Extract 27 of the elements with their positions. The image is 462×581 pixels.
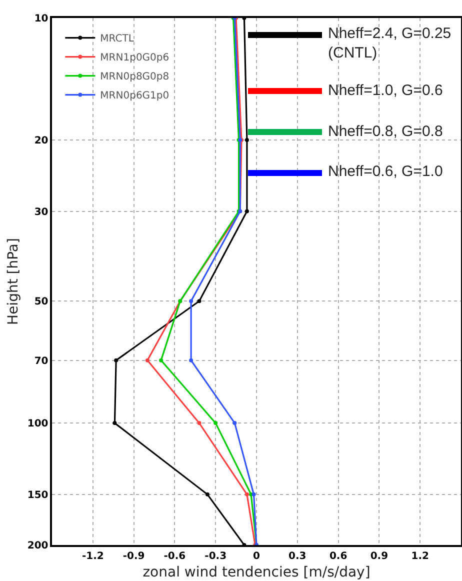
y-tick-label: 150 xyxy=(27,490,48,501)
annotation: Nheff=0.6, G=1.0 xyxy=(328,163,443,180)
x-tick-label: -0.3 xyxy=(204,550,227,562)
annotation: Nheff=1.0, G=0.6 xyxy=(328,82,443,99)
y-tick-label: 200 xyxy=(27,540,48,552)
y-tick-label: 10 xyxy=(34,14,48,24)
legend-label: MRN0p6G1p0 xyxy=(100,90,170,102)
x-tick-label: -0.9 xyxy=(122,550,145,562)
x-axis-title: zonal wind tendencies [m/s/day] xyxy=(142,564,370,581)
x-tick-label: -1.2 xyxy=(82,550,104,562)
y-tick-label: 50 xyxy=(34,296,48,308)
legend-label: MRCTL xyxy=(100,34,134,45)
y-tick-label: 100 xyxy=(27,418,48,430)
x-tick-label: 0 xyxy=(253,550,260,562)
y-tick-label: 70 xyxy=(34,356,48,367)
legend-label: MRN1p0G0p6 xyxy=(100,52,170,64)
y-axis-title: Height [hPa] xyxy=(5,238,22,325)
x-tick-label: -0.6 xyxy=(164,550,186,562)
x-tick-label: 0.6 xyxy=(329,550,348,562)
y-tick-label: 20 xyxy=(34,135,48,146)
x-tick-label: 0.3 xyxy=(288,550,306,562)
legend-label: MRN0p8G0p8 xyxy=(100,72,170,83)
y-tick-label: 30 xyxy=(34,206,48,218)
annotation: Nheff=0.8, G=0.8 xyxy=(328,123,443,140)
annotation: Nheff=2.4, G=0.25 (CNTL) xyxy=(328,25,452,62)
x-tick-label: 1.2 xyxy=(411,550,429,562)
x-tick-label: 0.9 xyxy=(370,550,388,562)
